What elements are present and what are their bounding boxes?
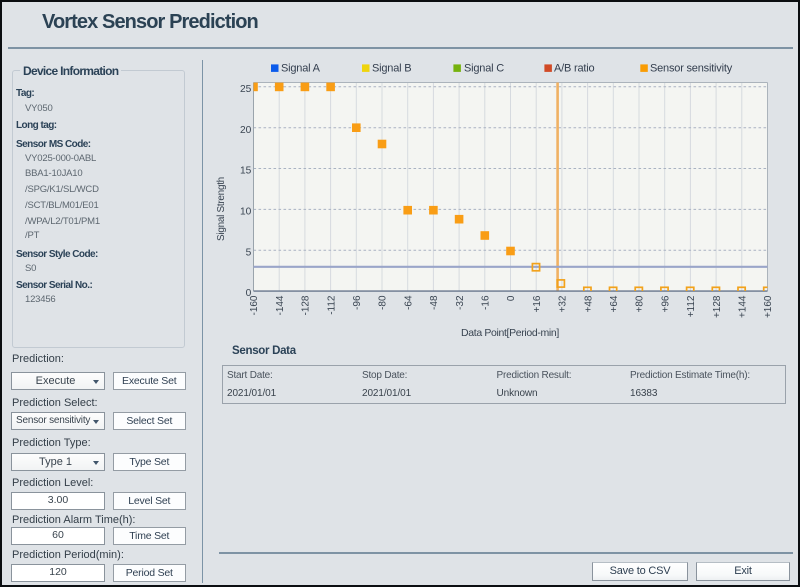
svg-text:-160: -160	[249, 295, 260, 315]
svg-text:-96: -96	[352, 295, 363, 310]
svg-text:+112: +112	[686, 295, 697, 317]
svg-text:+32: +32	[558, 295, 569, 312]
svg-text:20: 20	[240, 125, 252, 136]
svg-text:Signal B: Signal B	[372, 63, 411, 75]
svg-text:-64: -64	[403, 295, 414, 310]
svg-text:-48: -48	[429, 295, 440, 310]
svg-text:Data Point[Period-min]: Data Point[Period-min]	[461, 327, 559, 339]
svg-text:0: 0	[246, 288, 252, 299]
svg-text:+128: +128	[712, 295, 723, 318]
svg-text:-112: -112	[326, 295, 337, 315]
svg-text:-16: -16	[481, 295, 492, 310]
svg-text:0: 0	[506, 295, 517, 301]
svg-text:5: 5	[246, 247, 252, 258]
svg-text:+160: +160	[763, 295, 774, 318]
svg-text:Sensor sensitivity: Sensor sensitivity	[650, 63, 733, 75]
svg-text:Signal A: Signal A	[281, 63, 321, 75]
svg-text:+48: +48	[583, 295, 594, 312]
svg-text:A/B ratio: A/B ratio	[554, 63, 594, 75]
svg-text:10: 10	[240, 207, 252, 218]
svg-text:+16: +16	[532, 295, 543, 312]
svg-text:+64: +64	[609, 295, 620, 312]
svg-text:+80: +80	[635, 295, 646, 312]
svg-text:-144: -144	[275, 295, 286, 315]
svg-text:15: 15	[240, 166, 252, 177]
svg-text:+96: +96	[660, 295, 671, 312]
svg-text:+144: +144	[738, 295, 749, 318]
svg-text:-128: -128	[301, 295, 312, 315]
svg-text:Signal Strength: Signal Strength	[216, 177, 227, 241]
svg-text:-80: -80	[378, 295, 389, 310]
svg-text:Signal C: Signal C	[464, 63, 504, 75]
svg-text:-32: -32	[455, 295, 466, 310]
svg-text:25: 25	[240, 84, 252, 95]
